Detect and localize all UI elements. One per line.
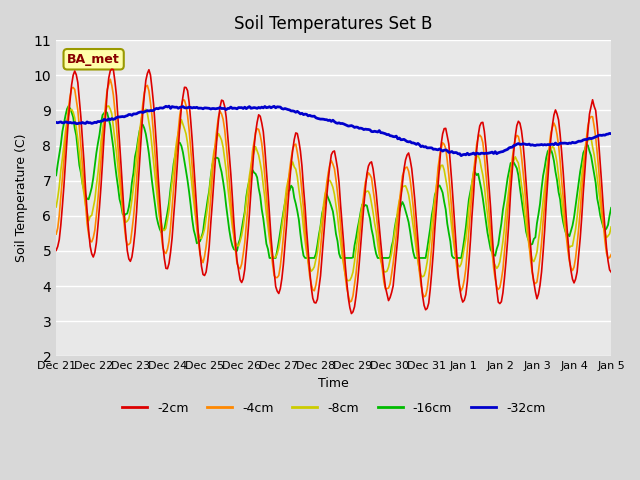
Title: Soil Temperatures Set B: Soil Temperatures Set B <box>234 15 433 33</box>
Legend: -2cm, -4cm, -8cm, -16cm, -32cm: -2cm, -4cm, -8cm, -16cm, -32cm <box>117 396 550 420</box>
Y-axis label: Soil Temperature (C): Soil Temperature (C) <box>15 134 28 263</box>
X-axis label: Time: Time <box>318 377 349 390</box>
Text: BA_met: BA_met <box>67 53 120 66</box>
